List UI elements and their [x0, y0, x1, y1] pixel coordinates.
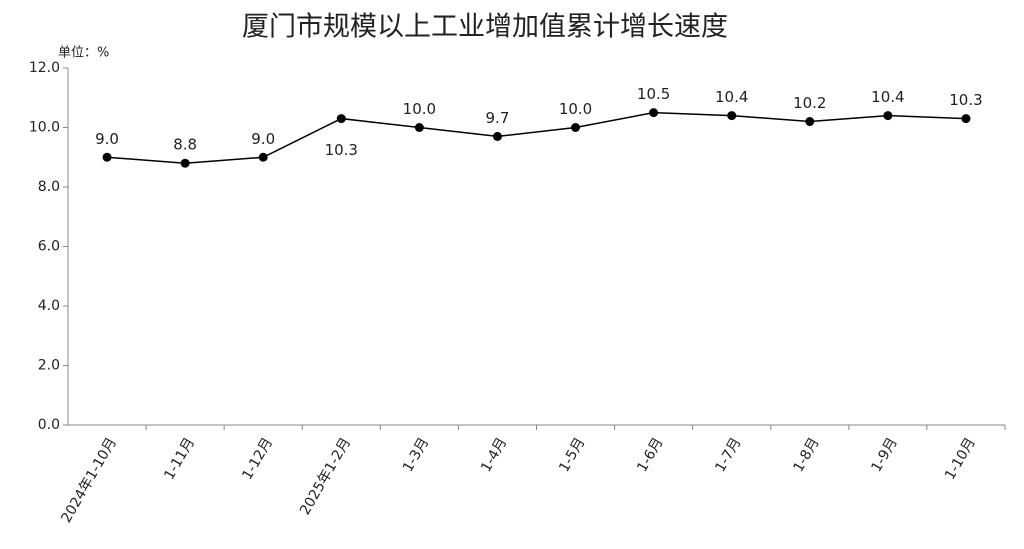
point: [961, 114, 971, 124]
x-tick-label: 1-5月: [556, 435, 588, 475]
x-tick-label: 1-8月: [790, 435, 822, 475]
data-label: 8.8: [173, 136, 197, 154]
x-tick-label: 1-7月: [712, 435, 744, 475]
point: [102, 152, 112, 162]
point: [883, 111, 893, 121]
data-label: 9.7: [486, 109, 510, 127]
x-tick-label: 1-12月: [239, 435, 276, 483]
x-tick-label: 1-9月: [869, 435, 901, 475]
data-label: 10.0: [559, 100, 592, 118]
y-tick-label: 0.0: [38, 417, 60, 433]
point: [727, 111, 737, 121]
point: [258, 152, 268, 162]
data-label: 10.3: [325, 141, 358, 159]
data-label: 9.0: [251, 130, 275, 148]
y-tick-label: 6.0: [38, 239, 60, 255]
data-label: 9.0: [95, 130, 119, 148]
point: [805, 117, 815, 127]
data-label: 10.4: [715, 88, 748, 106]
point: [414, 123, 424, 132]
y-tick-label: 8.0: [38, 179, 60, 195]
x-tick-label: 1-4月: [478, 435, 510, 475]
point: [180, 158, 190, 168]
y-tick-label: 10.0: [29, 120, 60, 136]
point: [649, 108, 659, 118]
data-label: 10.0: [403, 100, 436, 118]
point: [571, 123, 581, 132]
x-tick-label: 2025年1-2月: [297, 435, 354, 518]
x-tick-label: 2024年1-10月: [58, 435, 120, 526]
data-label: 10.3: [949, 91, 982, 109]
chart-title: 厦门市规模以上工业增加值累计增长速度: [242, 12, 728, 43]
line: [106, 111, 966, 164]
point: [336, 114, 346, 124]
data-label: 10.2: [793, 94, 826, 112]
x-tick-label: 1-3月: [400, 435, 432, 475]
y-tick-label: 4.0: [38, 298, 60, 314]
x-tick-label: 1-6月: [634, 435, 666, 475]
x-tick-label: 1-10月: [942, 435, 979, 483]
unit-label: 单位：%: [58, 46, 109, 61]
y-tick-label: 12.0: [29, 60, 60, 76]
data-label: 10.5: [637, 85, 670, 103]
y-tick-label: 2.0: [38, 358, 60, 374]
x-tick-label: 1-11月: [161, 435, 198, 483]
point: [492, 131, 502, 141]
data-label: 10.4: [871, 88, 904, 106]
